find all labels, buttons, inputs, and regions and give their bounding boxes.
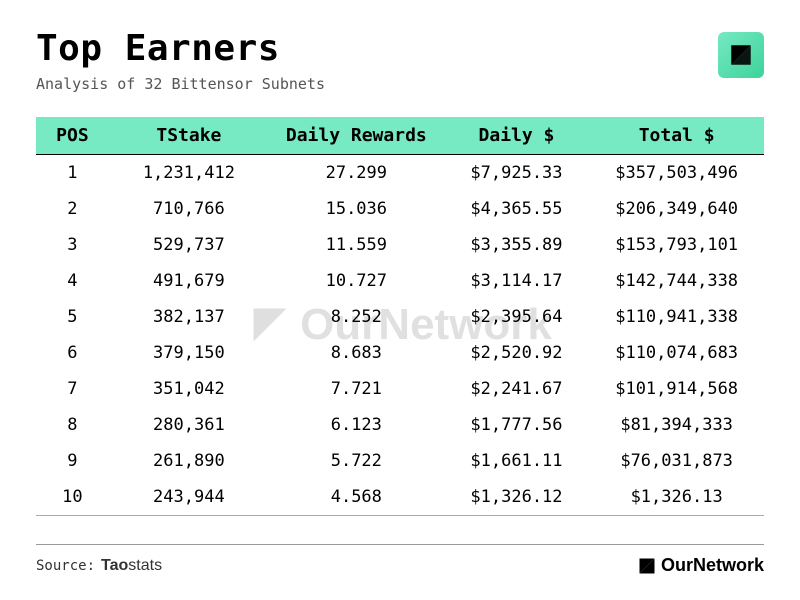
table-cell: $153,793,101 (589, 227, 764, 263)
table-cell: $4,365.55 (444, 191, 590, 227)
footer-brand-icon (637, 556, 657, 576)
table-row: 6379,1508.683$2,520.92$110,074,683 (36, 335, 764, 371)
table-cell: 15.036 (269, 191, 444, 227)
table-row: 4491,67910.727$3,114.17$142,744,338 (36, 263, 764, 299)
table-cell: 6.123 (269, 407, 444, 443)
table-cell: 9 (36, 443, 109, 479)
table-row: 7351,0427.721$2,241.67$101,914,568 (36, 371, 764, 407)
table-cell: 10.727 (269, 263, 444, 299)
table-cell: 7 (36, 371, 109, 407)
source-label: Source: (36, 558, 95, 574)
brand-badge-icon (718, 32, 764, 78)
table-row: 11,231,41227.299$7,925.33$357,503,496 (36, 155, 764, 192)
table-cell: 243,944 (109, 479, 269, 516)
table-cell: 529,737 (109, 227, 269, 263)
table-row: 10243,9444.568$1,326.12$1,326.13 (36, 479, 764, 516)
table-cell: 4.568 (269, 479, 444, 516)
source-credit: Source: Taostats (36, 557, 162, 575)
table-cell: 280,361 (109, 407, 269, 443)
table-row: 9261,8905.722$1,661.11$76,031,873 (36, 443, 764, 479)
source-brand-strong: Tao (101, 557, 128, 574)
table-cell: $1,326.13 (589, 479, 764, 516)
page-title: Top Earners (36, 28, 325, 69)
table-cell: $3,355.89 (444, 227, 590, 263)
table-cell: $2,520.92 (444, 335, 590, 371)
table-cell: 351,042 (109, 371, 269, 407)
th-tstake: TStake (109, 117, 269, 155)
table-cell: 5.722 (269, 443, 444, 479)
table-cell: $2,395.64 (444, 299, 590, 335)
table-row: 8280,3616.123$1,777.56$81,394,333 (36, 407, 764, 443)
table-cell: 6 (36, 335, 109, 371)
table-cell: 1,231,412 (109, 155, 269, 192)
table-cell: 27.299 (269, 155, 444, 192)
table-cell: 2 (36, 191, 109, 227)
table-cell: $110,941,338 (589, 299, 764, 335)
table-cell: $206,349,640 (589, 191, 764, 227)
th-daily-rewards: Daily Rewards (269, 117, 444, 155)
table-cell: 379,150 (109, 335, 269, 371)
table-row: 3529,73711.559$3,355.89$153,793,101 (36, 227, 764, 263)
table-cell: 710,766 (109, 191, 269, 227)
table-row: 2710,76615.036$4,365.55$206,349,640 (36, 191, 764, 227)
table-cell: 382,137 (109, 299, 269, 335)
table-cell: 261,890 (109, 443, 269, 479)
earners-table: POS TStake Daily Rewards Daily $ Total $… (36, 117, 764, 516)
table-cell: $101,914,568 (589, 371, 764, 407)
th-pos: POS (36, 117, 109, 155)
table-cell: 3 (36, 227, 109, 263)
table-cell: 7.721 (269, 371, 444, 407)
table-cell: $3,114.17 (444, 263, 590, 299)
th-daily-usd: Daily $ (444, 117, 590, 155)
table-cell: 491,679 (109, 263, 269, 299)
table-cell: $357,503,496 (589, 155, 764, 192)
table-cell: 8.683 (269, 335, 444, 371)
table-cell: 8 (36, 407, 109, 443)
table-cell: $7,925.33 (444, 155, 590, 192)
table-cell: 11.559 (269, 227, 444, 263)
table-cell: 8.252 (269, 299, 444, 335)
table-cell: 10 (36, 479, 109, 516)
page-subtitle: Analysis of 32 Bittensor Subnets (36, 75, 325, 93)
table-cell: $1,777.56 (444, 407, 590, 443)
table-cell: $142,744,338 (589, 263, 764, 299)
th-total-usd: Total $ (589, 117, 764, 155)
table-row: 5382,1378.252$2,395.64$110,941,338 (36, 299, 764, 335)
footer-brand: OurNetwork (637, 555, 764, 576)
table-cell: $1,326.12 (444, 479, 590, 516)
table-cell: $110,074,683 (589, 335, 764, 371)
table-cell: 1 (36, 155, 109, 192)
footer-brand-text: OurNetwork (661, 555, 764, 576)
table-cell: $1,661.11 (444, 443, 590, 479)
table-cell: $2,241.67 (444, 371, 590, 407)
table-cell: 5 (36, 299, 109, 335)
table-cell: $76,031,873 (589, 443, 764, 479)
source-brand-light: stats (128, 557, 162, 574)
table-cell: $81,394,333 (589, 407, 764, 443)
table-cell: 4 (36, 263, 109, 299)
